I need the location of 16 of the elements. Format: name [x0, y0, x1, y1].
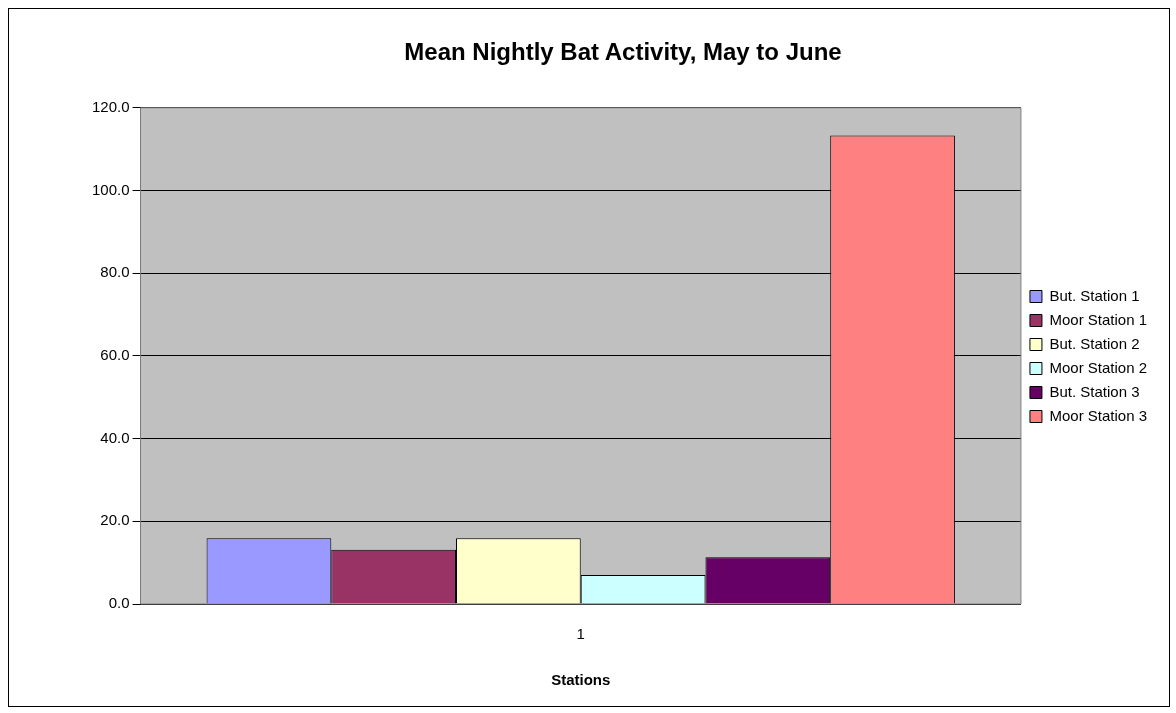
legend-label: But. Station 3 — [1049, 382, 1140, 400]
y-tick-label: 60.0 — [100, 346, 130, 364]
legend-label: But. Station 1 — [1049, 286, 1140, 304]
y-tick-label: 80.0 — [100, 263, 130, 281]
legend-label: Moor Station 1 — [1049, 310, 1148, 328]
y-tick-label: 20.0 — [100, 511, 130, 529]
y-tick-label: 0.0 — [108, 594, 130, 612]
chart-title: Mean Nightly Bat Activity, May to June — [404, 38, 842, 66]
y-tick-label: 100.0 — [91, 180, 130, 198]
x-axis-title: Stations — [551, 671, 611, 689]
legend-label: But. Station 2 — [1049, 334, 1140, 352]
legend-label: Moor Station 3 — [1049, 406, 1148, 424]
x-tick-label: 1 — [576, 625, 585, 643]
legend-label: Moor Station 2 — [1049, 358, 1148, 376]
y-tick-label: 40.0 — [100, 428, 130, 446]
y-tick-label: 120.0 — [91, 97, 130, 115]
